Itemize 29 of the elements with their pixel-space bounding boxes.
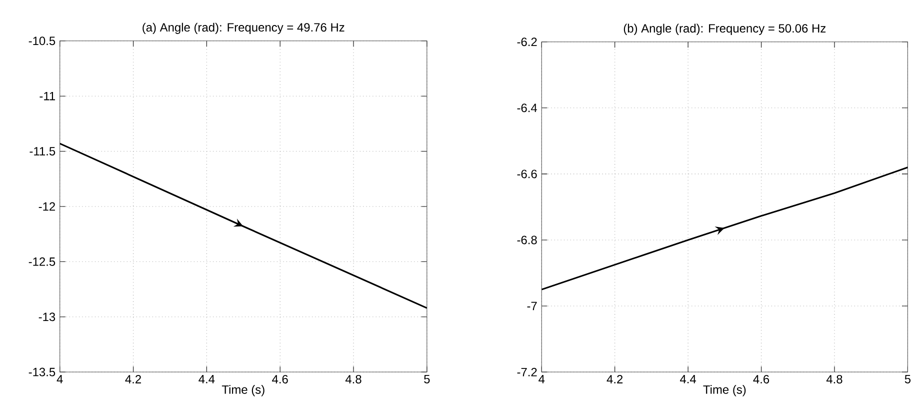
y-tick-label: -11: [40, 92, 56, 100]
x-tick-label: 5: [424, 375, 430, 384]
y-tick-label: -6.2: [517, 38, 537, 46]
x-axis-title: Time (s): [703, 385, 746, 396]
x-tick-label: 5: [904, 375, 911, 384]
x-tick-label: 4: [538, 375, 545, 384]
y-tick-label: -11.5: [30, 147, 56, 156]
x-tick-label: 4: [56, 375, 63, 384]
x-tick-label: 4.4: [680, 375, 696, 384]
y-tick-label: -10.5: [28, 36, 56, 46]
y-tick-label: -6.8: [517, 236, 537, 244]
x-tick-label: 4.8: [826, 374, 842, 384]
y-tick-label: -6.6: [517, 170, 537, 178]
x-tick-label: 4.6: [272, 374, 288, 384]
x-tick-label: 4.4: [198, 375, 215, 384]
chart-title: (a) Angle (rad): Frequency = 49.76 Hz: [142, 22, 344, 34]
y-tick-label: -12: [38, 202, 55, 211]
y-tick-label: -7: [527, 302, 537, 310]
y-tick-label: -13: [38, 312, 56, 322]
y-tick-label: -7.2: [517, 368, 537, 376]
x-tick-label: 4.2: [125, 374, 141, 384]
x-axis-title: Time (s): [222, 385, 264, 396]
y-tick-label: -13.5: [28, 368, 56, 376]
y-tick-label: -12.5: [28, 257, 56, 266]
chart-title: (b) Angle (rad): Frequency = 50.06 Hz: [624, 24, 826, 35]
x-tick-label: 4.2: [606, 374, 623, 384]
x-tick-label: 4.8: [345, 374, 362, 384]
x-tick-label: 4.6: [753, 374, 770, 384]
y-tick-label: -6.4: [517, 104, 538, 112]
